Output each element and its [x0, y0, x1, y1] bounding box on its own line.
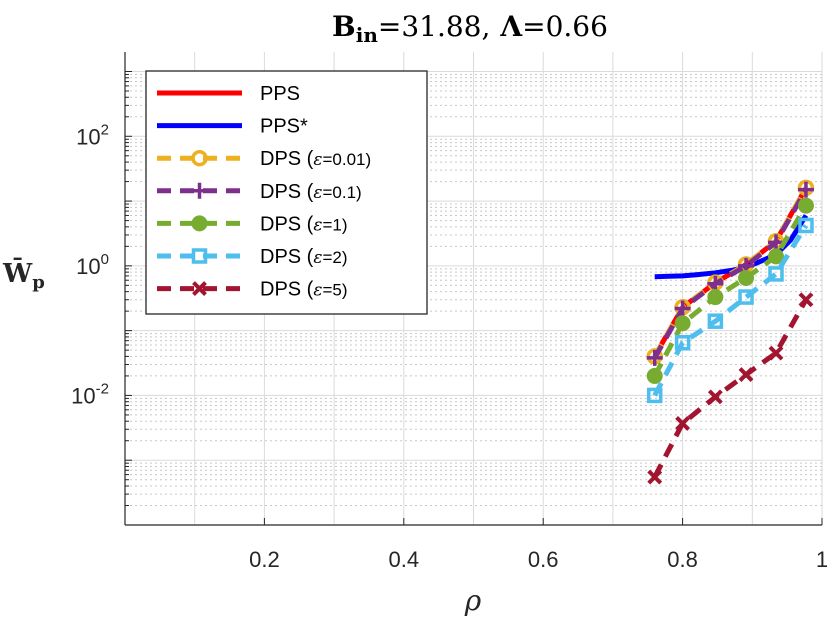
data-point	[646, 387, 663, 404]
data-point	[798, 217, 814, 234]
data-point	[738, 269, 755, 286]
title-lambda-value: =0.66	[522, 10, 608, 43]
legend-label-suffix: =2)	[322, 248, 347, 267]
legend-label-suffix: =5)	[322, 281, 347, 300]
data-point	[675, 415, 691, 431]
legend-label-prefix: DPS (	[260, 279, 314, 301]
legend-swatch-marker	[191, 248, 208, 264]
legend-label-epsilon: ε	[313, 150, 322, 170]
y-tick-base: 10	[76, 254, 100, 279]
x-tick-label: 0.8	[667, 547, 698, 572]
x-tick-label: 1	[816, 547, 828, 572]
data-point	[707, 289, 724, 306]
series-line	[652, 188, 809, 360]
legend-entry: DPS (ε=5)	[157, 279, 348, 301]
y-axis-label-symbol: W̄	[2, 257, 33, 289]
legend-entry: DPS (ε=1)	[157, 213, 348, 235]
series-line	[652, 298, 809, 479]
y-tick-label: 10-2	[71, 380, 109, 408]
legend-label-suffix: =0.01)	[322, 150, 371, 169]
legend-label: DPS (ε=1)	[260, 213, 348, 235]
legend-swatch-marker	[191, 215, 208, 232]
title-b-value: =31.88,	[378, 10, 491, 43]
legend-entry: DPS (ε=2)	[157, 246, 348, 268]
y-axis-label: W̄p	[2, 257, 45, 293]
legend-swatch-marker	[192, 281, 207, 297]
series-4	[646, 197, 814, 384]
legend-label-prefix: DPS (	[260, 181, 314, 203]
chart-title: Bin=31.88, Λ=0.66	[332, 10, 608, 47]
series-6	[647, 292, 814, 485]
axes	[124, 52, 823, 526]
legend-label: PPS	[260, 83, 300, 105]
data-point	[738, 367, 754, 382]
series-3	[646, 181, 814, 366]
legend-label-prefix: DPS (	[260, 246, 314, 268]
legend-label: PPS*	[260, 116, 308, 138]
legend-label: DPS (ε=2)	[260, 246, 348, 268]
legend-label: DPS (ε=5)	[260, 279, 348, 301]
data-point	[647, 469, 663, 485]
legend-label-suffix: =0.1)	[322, 183, 361, 202]
data-point	[767, 248, 784, 265]
legend-label-epsilon: ε	[313, 183, 322, 203]
legend-entry: DPS (ε=0.1)	[157, 181, 362, 203]
series-line	[652, 204, 809, 378]
y-tick-exponent: 0	[101, 251, 109, 268]
title-lambda-symbol: Λ	[499, 10, 523, 43]
legend-swatch-marker	[191, 149, 208, 167]
data-point	[798, 292, 814, 308]
legend-label-prefix: DPS (	[260, 148, 314, 170]
legend-label-epsilon: ε	[313, 248, 322, 268]
data-point	[646, 349, 663, 366]
x-axis-label: ρ	[464, 584, 482, 617]
data-point	[768, 266, 784, 282]
data-point	[767, 234, 784, 251]
legend-entry: PPS*	[157, 116, 308, 138]
title-b-subscript: in	[356, 23, 379, 47]
data-point	[768, 345, 784, 361]
legend-entry: PPS	[157, 83, 300, 105]
x-tick-label: 0.4	[389, 547, 420, 572]
legend-entry: DPS (ε=0.01)	[157, 148, 371, 170]
y-axis-label-subscript: p	[32, 272, 45, 293]
data-point	[674, 335, 691, 351]
x-tick-label: 0.6	[528, 547, 559, 572]
data-point	[646, 367, 663, 384]
legend-swatch-marker	[191, 182, 208, 199]
data-point	[674, 315, 691, 332]
data-point	[707, 313, 724, 329]
series-layer	[646, 179, 815, 485]
x-tick-label: 0.2	[249, 547, 280, 572]
legend-label-suffix: =1)	[322, 215, 347, 234]
data-point	[797, 181, 814, 198]
legend-label-prefix: DPS (	[260, 213, 314, 235]
legend-label-epsilon: ε	[313, 281, 322, 301]
y-tick-exponent: 2	[101, 121, 109, 138]
y-tick-base: 10	[71, 383, 95, 408]
legend-label: DPS (ε=0.01)	[260, 148, 371, 170]
data-point	[707, 389, 723, 405]
y-tick-base: 10	[76, 124, 100, 149]
y-tick-exponent: -2	[96, 380, 109, 397]
y-tick-label: 100	[76, 251, 109, 279]
data-point	[674, 300, 691, 317]
data-point	[797, 197, 814, 214]
legend-label-epsilon: ε	[313, 215, 322, 235]
series-line	[652, 224, 809, 397]
title-b-symbol: B	[332, 10, 356, 43]
data-point	[738, 289, 754, 305]
series-5	[646, 217, 814, 404]
x-tick-labels: 0.2 0.4 0.6 0.8 1	[249, 547, 828, 572]
legend-label: DPS (ε=0.1)	[260, 181, 362, 203]
y-tick-label: 102	[76, 121, 109, 149]
